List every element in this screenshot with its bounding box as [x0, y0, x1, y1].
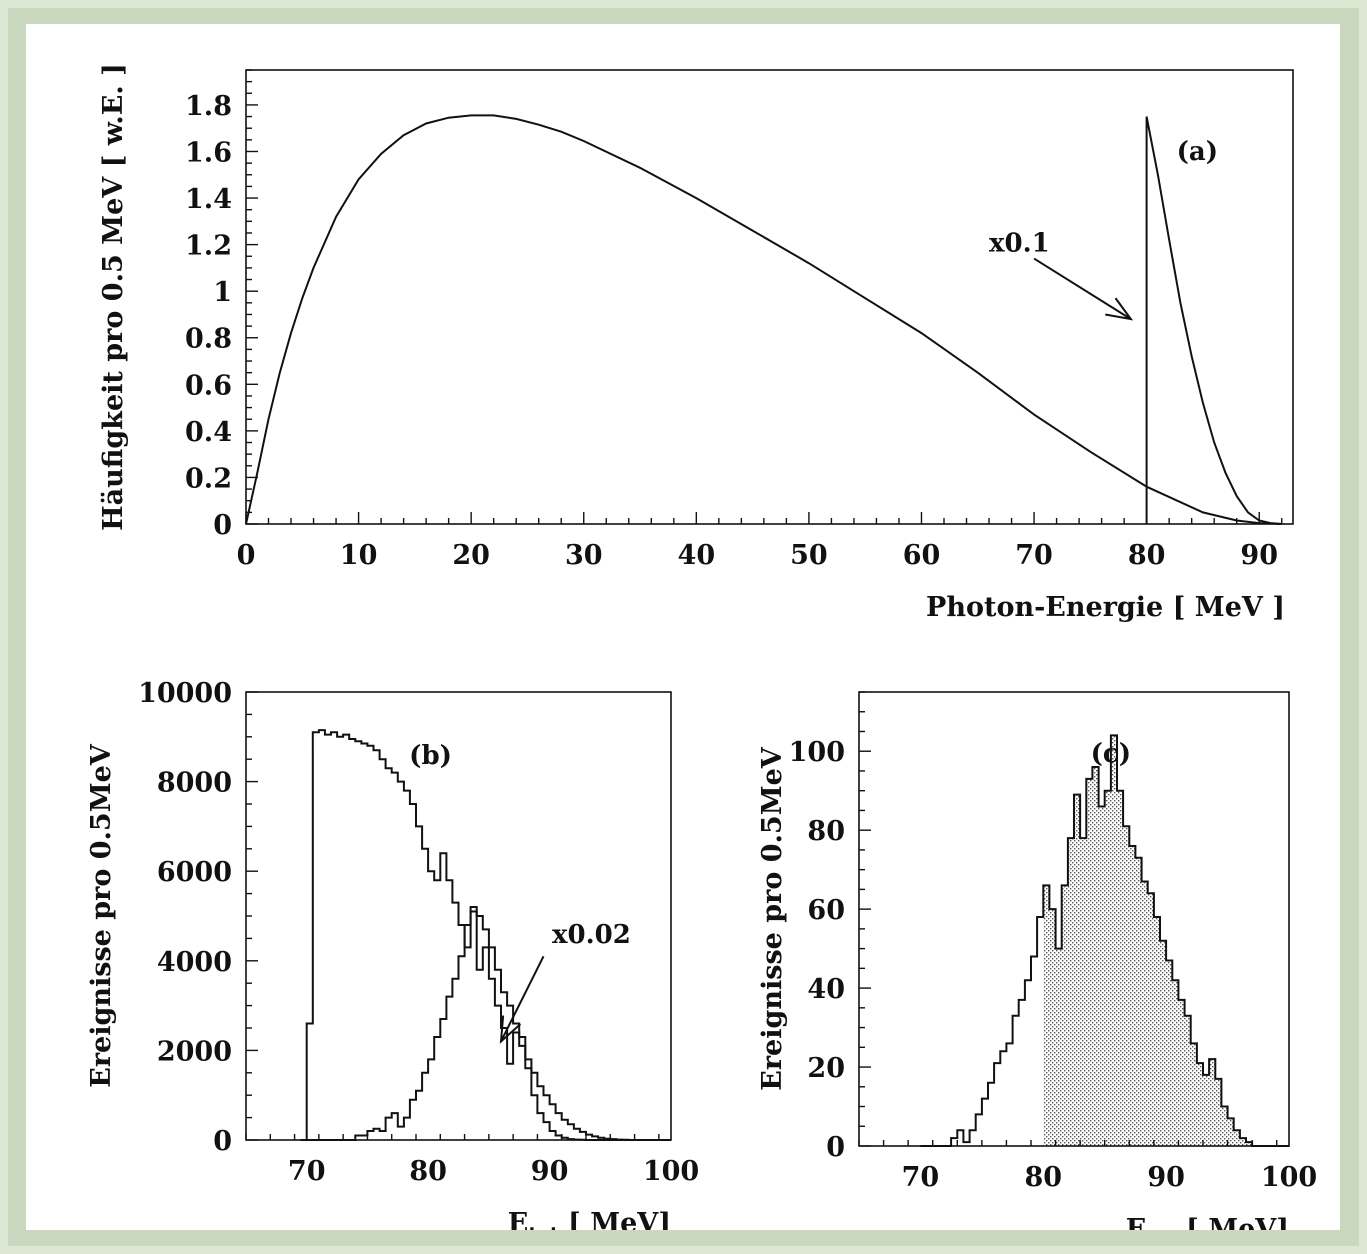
x-axis-label-b: Etot [ MeV]	[508, 1208, 671, 1230]
y-tick-label: 4000	[157, 947, 232, 978]
chart-b: 70 80 90 100 0 2000 4000 6000 8000 10000 (b) x0.02 E…	[86, 678, 699, 1230]
chart-a: 0 10 20 30 40 50 60 70 80 90 0 0.2 0.4 0.6 0.8 1 1.2 1.4 1…	[98, 63, 1294, 623]
x-tick-label: 70	[288, 1156, 326, 1187]
x-tick-label: 80	[1128, 540, 1166, 571]
x-tick-label: 0	[237, 540, 256, 571]
y-tick-label: 0.8	[185, 324, 232, 355]
y-tick-label: 0.4	[185, 417, 232, 448]
y-tick-label: 0	[213, 510, 232, 541]
y-tick-label: 0.2	[185, 463, 232, 494]
y-tick-label: 2000	[157, 1036, 232, 1067]
x-tick-label: 70	[1015, 540, 1053, 571]
y-tick-label: 1.2	[185, 231, 232, 262]
x-axis-label-a: Photon-Energie [ MeV ]	[926, 592, 1285, 623]
y-tick-label: 100	[789, 737, 845, 768]
series-line-a-0	[245, 114, 1282, 525]
y-axis-label-a: Häufigkeit pro 0.5 MeV [ w.E. ]	[98, 63, 129, 531]
plot-frame-a	[245, 69, 1294, 525]
panel-label-b: (b)	[409, 741, 452, 771]
x-tick-label: 100	[1261, 1162, 1317, 1193]
x-tick-label: 100	[643, 1156, 699, 1187]
series-line-a-1	[1145, 116, 1282, 525]
x-tick-label: 90	[531, 1156, 569, 1187]
y-tick-label: 1	[213, 277, 232, 308]
annotation-label-a: x0.1	[989, 229, 1050, 259]
x-tick-label: 40	[678, 540, 716, 571]
y-tick-label: 8000	[157, 768, 232, 799]
x-tick-label: 20	[452, 540, 490, 571]
y-tick-label: 0	[213, 1126, 232, 1157]
y-tick-label: 1.4	[185, 184, 232, 215]
annotation-arrow-a	[1033, 257, 1132, 320]
x-tick-label: 70	[902, 1162, 940, 1193]
x-tick-label: 80	[409, 1156, 447, 1187]
figure-panel: 0 10 20 30 40 50 60 70 80 90 0 0.2 0.4 0.6 0.8 1 1.2 1.4 1…	[26, 24, 1340, 1230]
x-tick-label: 10	[340, 540, 378, 571]
y-tick-label: 40	[807, 974, 845, 1005]
y-tick-label: 6000	[157, 857, 232, 888]
x-axis-label-c: Etot [ MeV]	[1126, 1214, 1289, 1230]
annotation-arrow-b	[500, 955, 545, 1042]
y-tick-label: 20	[807, 1053, 845, 1084]
y-tick-label: 10000	[138, 678, 232, 709]
y-tick-label: 1.6	[185, 137, 232, 168]
x-tick-label: 60	[903, 540, 941, 571]
y-tick-label: 80	[807, 816, 845, 847]
panel-label-c: (c)	[1091, 739, 1131, 769]
shaded-region-c	[1043, 735, 1253, 1146]
y-tick-label: 60	[807, 895, 845, 926]
y-axis-label-c: Ereignisse pro 0.5MeV	[757, 746, 788, 1091]
series-line-b-1	[306, 910, 635, 1141]
y-tick-label: 0	[826, 1132, 845, 1163]
x-tick-label: 90	[1147, 1162, 1185, 1193]
y-tick-label: 0.6	[185, 370, 232, 401]
series-line-c-0	[920, 734, 1289, 1147]
panel-label-a: (a)	[1177, 137, 1218, 167]
annotation-label-b: x0.02	[552, 920, 631, 950]
x-tick-label: 50	[790, 540, 828, 571]
y-axis-label-b: Ereignisse pro 0.5MeV	[86, 743, 117, 1088]
x-tick-label: 30	[565, 540, 603, 571]
x-tick-label: 90	[1240, 540, 1278, 571]
figure-frame: 0 10 20 30 40 50 60 70 80 90 0 0.2 0.4 0.6 0.8 1 1.2 1.4 1…	[8, 8, 1359, 1246]
annotation-arrowhead-a	[1105, 297, 1134, 321]
y-tick-label: 1.8	[185, 91, 232, 122]
annotation-arrowhead-b	[499, 1015, 522, 1044]
x-tick-label: 80	[1024, 1162, 1062, 1193]
figure-canvas: 0 10 20 30 40 50 60 70 80 90 0 0.2 0.4 0.6 0.8 1 1.2 1.4 1…	[86, 63, 1317, 1230]
chart-c: 70 80 90 100 0 20 40 60 80 100 (c) Ereignisse pro 0…	[757, 691, 1317, 1230]
plot-frame-c	[858, 691, 1290, 1147]
